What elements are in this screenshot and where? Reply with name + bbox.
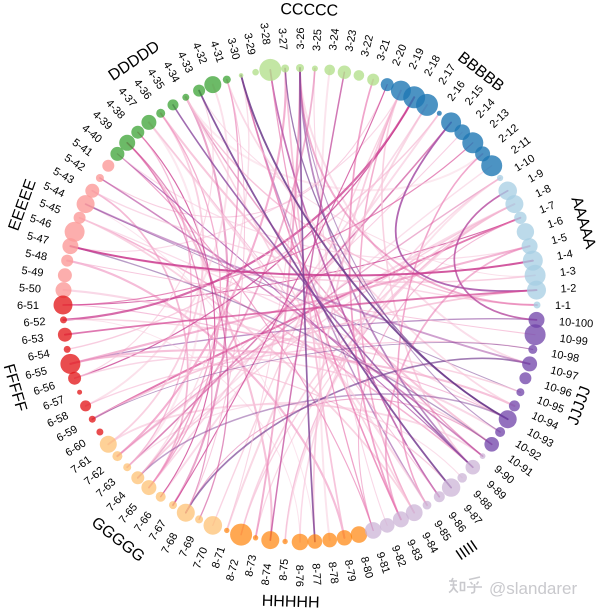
svg-text:3-29: 3-29 <box>241 32 257 56</box>
svg-text:3-24: 3-24 <box>327 28 342 51</box>
svg-text:10-98: 10-98 <box>550 348 580 365</box>
svg-text:CCCCC: CCCCC <box>280 1 338 20</box>
svg-text:5-50: 5-50 <box>19 282 42 295</box>
svg-text:3-22: 3-22 <box>359 34 376 58</box>
svg-text:8-76: 8-76 <box>293 565 305 587</box>
svg-text:5-48: 5-48 <box>24 248 48 264</box>
svg-text:8-72: 8-72 <box>224 558 241 582</box>
svg-text:6-54: 6-54 <box>27 348 51 364</box>
svg-text:1-4: 1-4 <box>556 248 574 263</box>
svg-text:8-73: 8-73 <box>243 554 259 578</box>
svg-text:3-30: 3-30 <box>225 37 242 61</box>
svg-text:6-52: 6-52 <box>23 316 46 329</box>
svg-text:1-2: 1-2 <box>560 283 577 296</box>
svg-text:5-47: 5-47 <box>26 230 50 247</box>
svg-text:8-74: 8-74 <box>260 563 275 586</box>
svg-text:3-28: 3-28 <box>257 22 272 45</box>
svg-text:@slandarer: @slandarer <box>489 579 577 598</box>
svg-text:8-75: 8-75 <box>278 558 291 581</box>
svg-text:10-100: 10-100 <box>559 316 594 330</box>
svg-text:6-53: 6-53 <box>21 332 44 347</box>
svg-text:1-6: 1-6 <box>546 215 565 231</box>
svg-text:1-1: 1-1 <box>555 300 571 312</box>
svg-text:3-27: 3-27 <box>276 28 289 51</box>
svg-text:5-49: 5-49 <box>21 265 44 280</box>
svg-text:HHHHH: HHHHH <box>262 593 320 612</box>
svg-text:8-79: 8-79 <box>342 559 358 583</box>
svg-text:3-23: 3-23 <box>343 29 359 53</box>
svg-text:3-26: 3-26 <box>295 27 307 49</box>
svg-text:6-51: 6-51 <box>17 300 39 312</box>
svg-text:6-55: 6-55 <box>24 365 48 382</box>
svg-text:3-25: 3-25 <box>311 29 324 52</box>
svg-text:8-78: 8-78 <box>325 561 340 584</box>
svg-text:8-77: 8-77 <box>309 563 322 586</box>
svg-text:1-5: 1-5 <box>550 232 568 248</box>
svg-text:1-3: 1-3 <box>559 265 576 279</box>
svg-text:8-80: 8-80 <box>358 555 375 579</box>
svg-text:10-99: 10-99 <box>559 333 588 348</box>
svg-text:1-7: 1-7 <box>538 200 557 217</box>
